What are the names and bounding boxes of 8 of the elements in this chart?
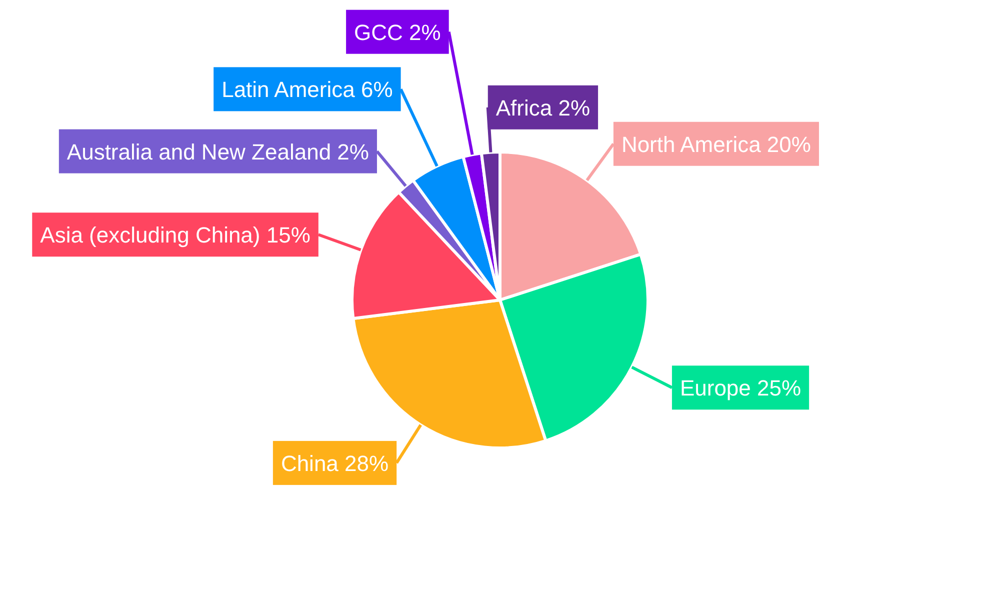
slice-label: Europe 25% (680, 375, 802, 400)
slice-label: China 28% (280, 450, 389, 476)
slice-label: North America 20% (621, 131, 811, 156)
slice-label: Australia and New Zealand 2% (66, 138, 369, 164)
slice-label: GCC 2% (354, 19, 441, 44)
slice-label: Latin America 6% (222, 76, 393, 102)
slice-label: Africa 2% (496, 94, 590, 120)
slice-label: Asia (excluding China) 15% (40, 222, 310, 248)
